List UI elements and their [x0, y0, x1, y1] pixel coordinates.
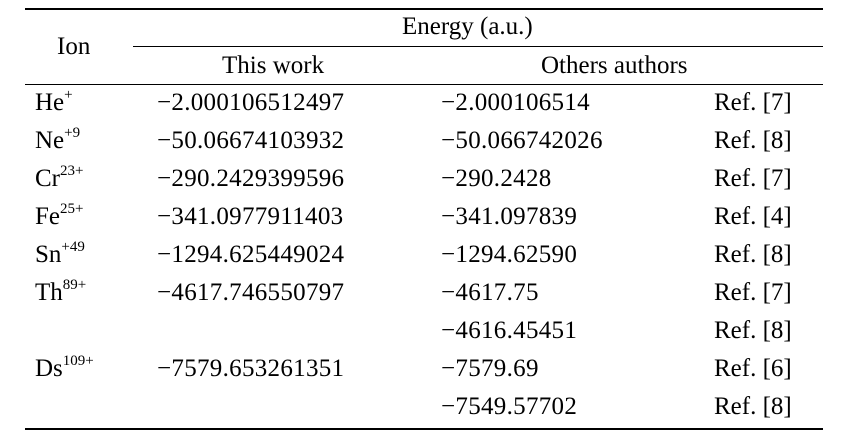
this-work-value: −50.06674103932: [157, 127, 345, 154]
ion-charge: +: [64, 87, 73, 103]
others-value: −7579.69: [441, 355, 539, 382]
ion-symbol: Fe: [35, 203, 60, 230]
others-value: −7549.57702: [441, 393, 578, 420]
this-work-value: −1294.625449024: [157, 241, 345, 268]
this-work-value: −2.000106512497: [157, 89, 345, 116]
top-rule: [25, 8, 823, 10]
ion-charge: 109+: [62, 353, 94, 369]
ion-symbol: Sn: [35, 241, 62, 268]
bottom-rule: [25, 428, 823, 430]
ion-cell: Sn+49: [35, 240, 85, 270]
ion-cell: Cr23+: [35, 164, 83, 194]
ion-cell: Ds109+: [35, 354, 94, 384]
ion-cell: Ne+9: [35, 126, 80, 156]
ion-symbol: He: [35, 89, 65, 116]
ion-cell: Fe25+: [35, 202, 83, 232]
ion-charge: 89+: [62, 277, 87, 293]
others-value: −4616.45451: [441, 317, 578, 344]
this-work-value: −290.2429399596: [157, 165, 345, 192]
others-value: −50.066742026: [441, 127, 603, 154]
this-work-value: −7579.653261351: [157, 355, 345, 382]
header-ion: Ion: [57, 33, 91, 60]
ref-cell: Ref. [8]: [714, 241, 792, 268]
ion-cell: Th89+: [35, 278, 86, 308]
others-value: −1294.62590: [441, 241, 578, 268]
ref-cell: Ref. [7]: [714, 279, 792, 306]
ion-symbol: Cr: [35, 165, 60, 192]
ion-cell: He+: [35, 88, 73, 118]
others-value: −2.000106514: [441, 89, 590, 116]
ion-symbol: Th: [35, 279, 63, 306]
others-value: −290.2428: [441, 165, 552, 192]
ref-cell: Ref. [7]: [714, 89, 792, 116]
header-this-work: This work: [222, 52, 325, 79]
ion-symbol: Ds: [35, 355, 63, 382]
ion-charge: +9: [64, 125, 81, 141]
ion-charge: 23+: [60, 163, 84, 179]
ref-cell: Ref. [6]: [714, 355, 792, 382]
header-others-authors: Others authors: [541, 52, 688, 79]
others-value: −4617.75: [441, 279, 539, 306]
energy-underline-rule: [133, 46, 823, 47]
ref-cell: Ref. [8]: [714, 127, 792, 154]
ref-cell: Ref. [8]: [714, 317, 792, 344]
ion-symbol: Ne: [35, 127, 65, 154]
others-value: −341.097839: [441, 203, 578, 230]
this-work-value: −4617.746550797: [157, 279, 345, 306]
ref-cell: Ref. [7]: [714, 165, 792, 192]
ref-cell: Ref. [8]: [714, 393, 792, 420]
ion-charge: +49: [61, 239, 85, 255]
header-energy: Energy (a.u.): [402, 13, 533, 40]
ion-charge: 25+: [60, 201, 84, 217]
header-bottom-rule: [25, 84, 823, 85]
this-work-value: −341.0977911403: [157, 203, 344, 230]
ref-cell: Ref. [4]: [714, 203, 792, 230]
